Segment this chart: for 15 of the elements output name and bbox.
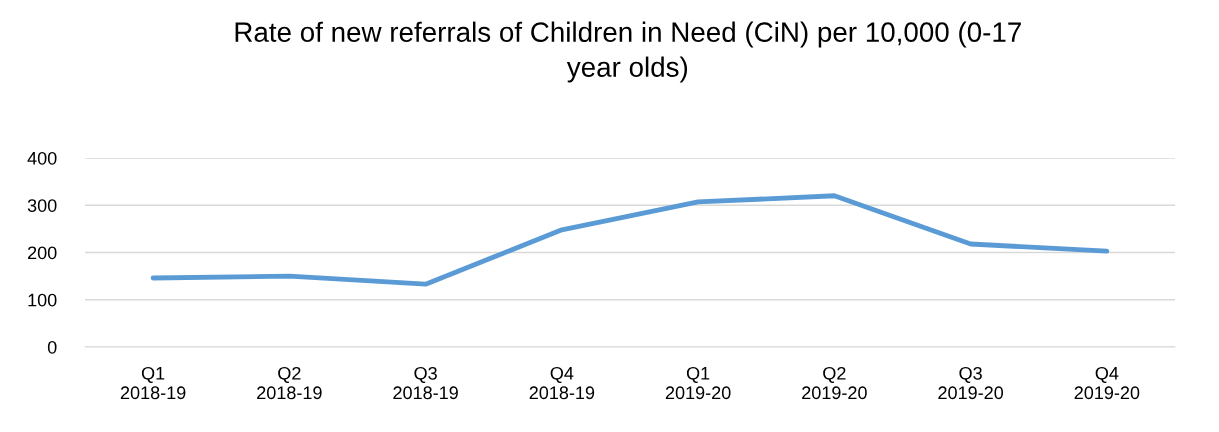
y-tick-label: 400 (27, 151, 57, 165)
x-tick-label: Q2 2019-20 (802, 366, 867, 400)
x-tick-label: Q4 2019-20 (1074, 366, 1140, 400)
x-tick-label: Q3 2019-20 (938, 366, 1004, 400)
chart-title: Rate of new referrals of Children in Need (CiN) per 10,000 (0-17 year olds) (235, 21, 1021, 83)
line-series (150, 193, 1110, 287)
x-tick-label: Q3 2018-19 (393, 366, 458, 400)
x-tick-label: Q4 2018-19 (529, 366, 595, 400)
y-tick-label: 0 (47, 340, 57, 354)
x-tick-label: Q2 2018-19 (257, 366, 322, 400)
y-tick-label: 200 (28, 246, 57, 260)
y-tick-label: 100 (28, 293, 57, 307)
y-tick-label: 300 (27, 199, 57, 212)
x-tick-label: Q1 2018-19 (120, 366, 186, 400)
x-tick-label: Q1 2019-20 (665, 366, 731, 400)
